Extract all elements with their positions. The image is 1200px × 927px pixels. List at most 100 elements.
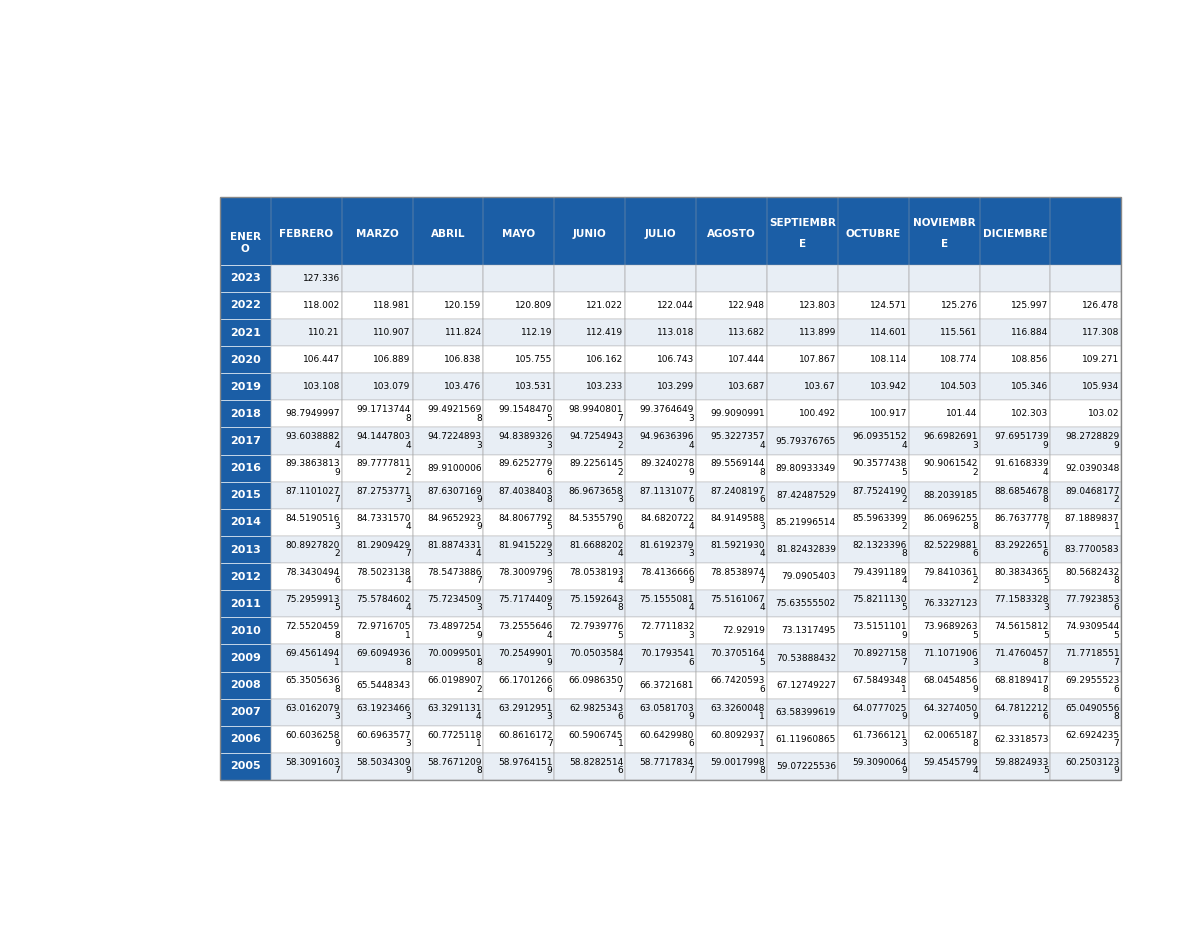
- Text: 69.2955523
6: 69.2955523 6: [1066, 677, 1120, 693]
- Bar: [625, 671, 696, 699]
- Bar: [554, 726, 625, 753]
- Text: 112.19: 112.19: [521, 328, 552, 337]
- Bar: [554, 319, 625, 346]
- Bar: [342, 482, 413, 509]
- Bar: [220, 644, 271, 671]
- Text: 72.9716705
1: 72.9716705 1: [356, 622, 410, 640]
- Bar: [271, 509, 342, 536]
- Bar: [696, 400, 767, 427]
- Bar: [908, 753, 979, 780]
- Text: 117.308: 117.308: [1082, 328, 1120, 337]
- Bar: [908, 292, 979, 319]
- Bar: [625, 292, 696, 319]
- Bar: [220, 265, 271, 292]
- Bar: [767, 374, 838, 400]
- Text: 76.3327123: 76.3327123: [923, 599, 978, 608]
- Text: 100.917: 100.917: [870, 410, 907, 418]
- Text: 72.5520459
8: 72.5520459 8: [286, 622, 340, 640]
- Bar: [767, 427, 838, 454]
- Text: 2008: 2008: [230, 680, 260, 690]
- Text: 93.6038882
4: 93.6038882 4: [286, 432, 340, 450]
- Bar: [838, 482, 908, 509]
- Bar: [696, 374, 767, 400]
- Bar: [484, 319, 554, 346]
- Text: JULIO: JULIO: [644, 229, 677, 239]
- Bar: [220, 292, 271, 319]
- Text: 86.0696255
8: 86.0696255 8: [923, 514, 978, 531]
- Text: 84.8067792
5: 84.8067792 5: [498, 514, 552, 531]
- Text: 2021: 2021: [230, 327, 260, 337]
- Text: 103.02: 103.02: [1088, 410, 1120, 418]
- Bar: [696, 509, 767, 536]
- Bar: [271, 427, 342, 454]
- Bar: [1050, 753, 1121, 780]
- Bar: [554, 482, 625, 509]
- Text: 62.6924235
7: 62.6924235 7: [1066, 730, 1120, 748]
- Text: 89.0468177
2: 89.0468177 2: [1064, 487, 1120, 504]
- Text: 2011: 2011: [230, 599, 260, 609]
- Bar: [979, 400, 1050, 427]
- Bar: [271, 563, 342, 590]
- Bar: [484, 617, 554, 644]
- Text: 103.942: 103.942: [870, 382, 907, 391]
- Bar: [979, 319, 1050, 346]
- Text: 89.2256145
2: 89.2256145 2: [569, 460, 623, 476]
- Text: 2007: 2007: [230, 707, 260, 717]
- Text: 2013: 2013: [230, 544, 260, 554]
- Bar: [1050, 319, 1121, 346]
- Text: 103.476: 103.476: [444, 382, 481, 391]
- Text: FEBRERO: FEBRERO: [280, 229, 334, 239]
- Bar: [220, 536, 271, 563]
- Text: 115.561: 115.561: [941, 328, 978, 337]
- Text: 59.4545799
4: 59.4545799 4: [923, 758, 978, 775]
- Bar: [342, 374, 413, 400]
- Text: 2019: 2019: [230, 382, 260, 392]
- Text: 109.271: 109.271: [1082, 355, 1120, 364]
- Text: 79.0905403: 79.0905403: [781, 572, 836, 581]
- Bar: [271, 590, 342, 617]
- Text: 66.0986350
7: 66.0986350 7: [569, 677, 623, 693]
- Text: 88.6854678
8: 88.6854678 8: [994, 487, 1049, 504]
- Text: 70.8927158
7: 70.8927158 7: [852, 649, 907, 667]
- Text: 106.162: 106.162: [586, 355, 623, 364]
- Text: 120.809: 120.809: [515, 301, 552, 310]
- Bar: [554, 400, 625, 427]
- Bar: [554, 265, 625, 292]
- Bar: [767, 726, 838, 753]
- Text: 75.5784602
4: 75.5784602 4: [356, 595, 410, 613]
- Text: 125.276: 125.276: [941, 301, 978, 310]
- Bar: [838, 726, 908, 753]
- Bar: [979, 346, 1050, 374]
- Text: 105.346: 105.346: [1012, 382, 1049, 391]
- Bar: [554, 427, 625, 454]
- Bar: [1050, 374, 1121, 400]
- Bar: [979, 563, 1050, 590]
- Text: 103.108: 103.108: [302, 382, 340, 391]
- Bar: [413, 617, 484, 644]
- Bar: [413, 427, 484, 454]
- Bar: [220, 671, 271, 699]
- Bar: [767, 753, 838, 780]
- Text: 90.9061542
2: 90.9061542 2: [923, 460, 978, 476]
- Text: 89.9100006: 89.9100006: [427, 464, 481, 473]
- Bar: [342, 617, 413, 644]
- Bar: [767, 265, 838, 292]
- Text: 75.5161067
4: 75.5161067 4: [710, 595, 766, 613]
- Text: 64.3274050
9: 64.3274050 9: [924, 704, 978, 721]
- Text: SEPTIEMBR: SEPTIEMBR: [769, 218, 836, 228]
- Text: 2020: 2020: [230, 355, 260, 364]
- Bar: [271, 617, 342, 644]
- Bar: [625, 319, 696, 346]
- Bar: [220, 454, 271, 482]
- Bar: [979, 699, 1050, 726]
- Text: 58.7717834
7: 58.7717834 7: [640, 758, 695, 775]
- Bar: [767, 563, 838, 590]
- Bar: [908, 536, 979, 563]
- Bar: [413, 536, 484, 563]
- Bar: [696, 454, 767, 482]
- Text: 2009: 2009: [230, 653, 260, 663]
- Text: 78.3430494
6: 78.3430494 6: [286, 568, 340, 585]
- Bar: [484, 454, 554, 482]
- Bar: [413, 400, 484, 427]
- Bar: [625, 590, 696, 617]
